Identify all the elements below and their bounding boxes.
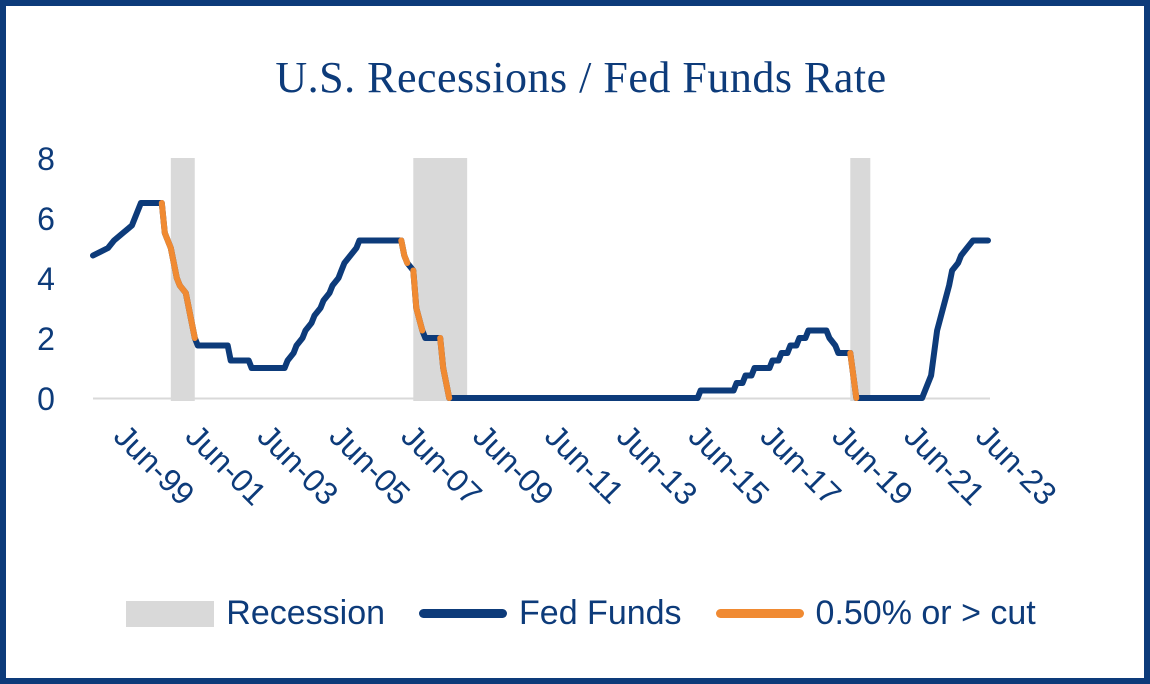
x-tick-label: Jun-17 [754,417,849,512]
x-tick-label: Jun-11 [538,417,631,510]
legend-item-cut: 0.50% or > cut [715,594,1036,633]
cut-segment-4 [437,335,453,401]
x-tick-label: Jun-15 [682,417,777,512]
recession-band-1 [170,158,195,401]
y-axis: 0 2 4 6 8 [37,141,55,417]
cut-series [158,200,860,401]
cut-segment-1 [158,200,198,341]
legend-label-cut: 0.50% or > cut [815,594,1036,632]
x-tick-label: Jun-21 [897,417,992,512]
x-tick-label: Jun-05 [323,417,418,512]
x-tick-labels: Jun-99Jun-01Jun-03Jun-05Jun-07Jun-09Jun-… [107,417,1064,512]
x-tick-label: Jun-23 [969,417,1064,512]
cut-segment-5 [847,350,860,401]
legend-swatch-fed-funds [419,609,508,618]
legend-label-recession: Recession [226,594,386,632]
x-tick-label: Jun-01 [179,417,274,512]
legend-item-fed-funds: Fed Funds [419,594,682,633]
y-tick-label: 6 [37,201,55,237]
chart-legend: Recession Fed Funds 0.50% or > cut [6,594,1150,633]
cut-segment-2 [398,237,411,266]
y-tick-label: 0 [37,381,55,417]
y-tick-label: 4 [37,261,55,297]
cut-segment-3 [410,267,426,334]
legend-item-recession: Recession [126,594,385,633]
x-tick-label: Jun-03 [251,417,346,512]
y-tick-label: 2 [37,321,55,357]
recession-band-3 [850,158,871,401]
legend-swatch-cut [715,609,804,618]
recession-bands [170,158,871,401]
x-tick-label: Jun-09 [466,417,561,512]
legend-label-fed-funds: Fed Funds [519,594,682,632]
x-tick-label: Jun-99 [107,417,202,512]
legend-swatch-recession [126,600,215,627]
x-tick-label: Jun-19 [825,417,920,512]
x-tick-label: Jun-13 [610,417,705,512]
y-tick-label: 8 [37,141,55,177]
x-tick-label: Jun-07 [394,417,489,512]
chart-title: U.S. Recessions / Fed Funds Rate [275,53,887,102]
